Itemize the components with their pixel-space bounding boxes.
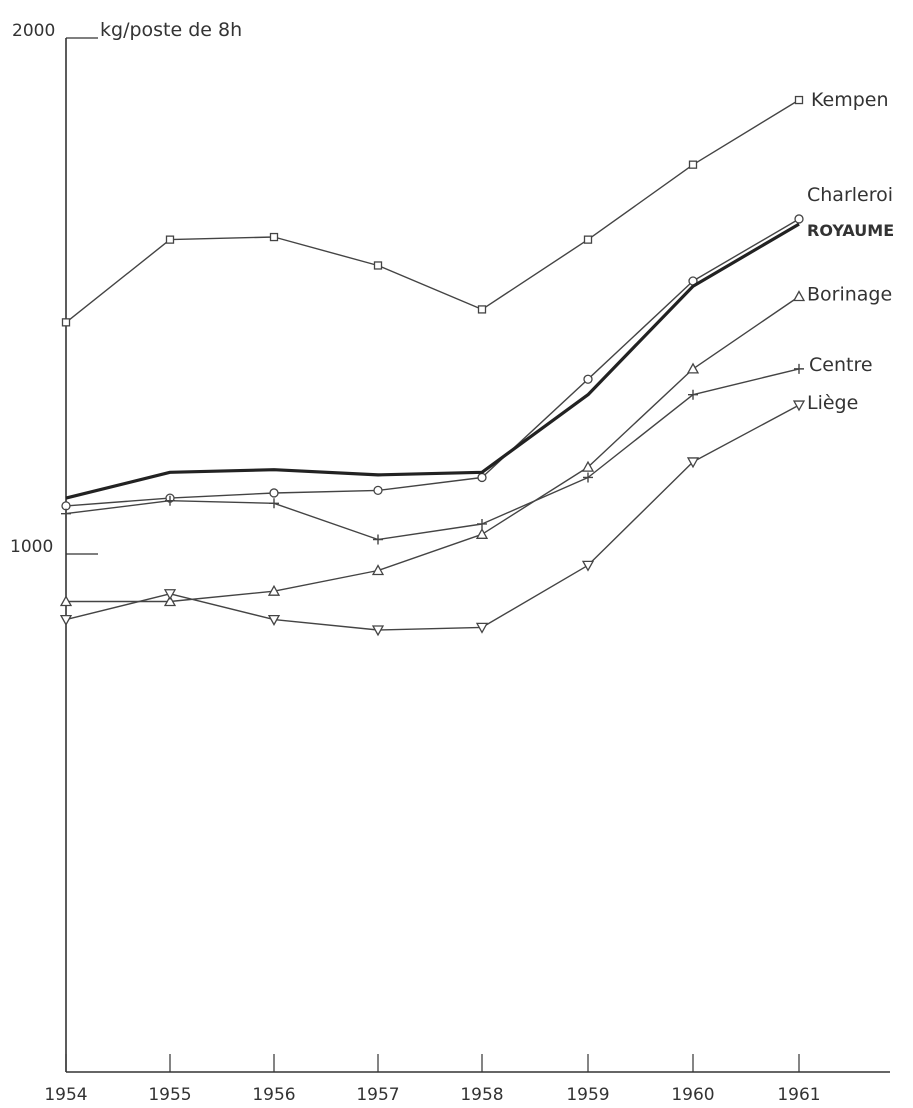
x-tick-label: 1957 — [356, 1085, 399, 1105]
series-label-liege: Liège — [807, 392, 858, 414]
y-tick-label-1000: 1000 — [10, 537, 53, 557]
series-centre-marker — [165, 495, 175, 506]
series-kempen-marker — [688, 160, 698, 169]
series-liege-line — [65, 404, 800, 631]
x-tick-label: 1956 — [252, 1085, 295, 1105]
y-tick-label-2000: 2000 — [12, 21, 55, 41]
series-liege-marker — [163, 589, 177, 601]
series-centre-marker — [269, 498, 279, 509]
series-charleroi-marker — [373, 485, 383, 496]
plot-area — [59, 95, 806, 637]
series-centre — [61, 363, 804, 545]
x-tick-label: 1960 — [671, 1085, 714, 1105]
series-borinage-marker — [267, 584, 281, 596]
series-borinage-marker — [686, 362, 700, 374]
series-liege-marker — [267, 614, 281, 626]
series-borinage-line — [66, 295, 800, 603]
series-centre-marker — [794, 363, 804, 374]
series-label-kempen: Kempen — [811, 89, 889, 111]
series-borinage — [59, 290, 806, 607]
series-liege-marker — [792, 400, 806, 412]
series-borinage-marker — [59, 595, 73, 607]
series-kempen-marker — [373, 261, 383, 270]
series-charleroi — [61, 214, 804, 511]
series-liege-marker — [475, 622, 489, 634]
y-unit-label: kg/poste de 8h — [100, 19, 242, 41]
series-borinage-marker — [371, 564, 385, 576]
series-charleroi-marker — [583, 374, 593, 384]
series-borinage-marker — [163, 595, 177, 607]
series-centre-line — [65, 368, 800, 541]
series-charleroi-marker — [477, 472, 487, 483]
series-liege-marker — [686, 457, 700, 469]
series-label-borinage: Borinage — [807, 284, 892, 306]
series-label-charleroi: Charleroi — [807, 184, 893, 206]
series-label-centre: Centre — [809, 354, 873, 376]
series-centre-marker — [61, 508, 71, 519]
series-kempen-marker — [477, 305, 487, 314]
series-charleroi-marker — [269, 488, 279, 498]
series-kempen-line — [65, 99, 800, 323]
series-charleroi-marker — [794, 214, 804, 224]
series-kempen-marker — [269, 232, 279, 242]
series-centre-marker — [583, 472, 593, 483]
x-tick-label: 1961 — [777, 1085, 820, 1105]
series-kempen-marker — [61, 318, 71, 327]
x-axis: 1954 1955 1956 1957 1958 1959 1960 1961 — [44, 1054, 890, 1105]
series-labels: Kempen Charleroi ROYAUME Borinage Centre Lièg… — [807, 89, 894, 414]
series-borinage-marker — [792, 290, 806, 302]
series-kempen-marker — [165, 235, 175, 244]
series-liege-marker — [581, 560, 595, 572]
series-kempen-marker — [583, 235, 593, 244]
series-kempen-marker — [794, 95, 804, 105]
series-liege — [59, 400, 806, 637]
series-label-royaume: ROYAUME — [807, 221, 894, 240]
y-axis: 2000 1000 kg/poste de 8h — [10, 19, 242, 1072]
series-liege-marker — [59, 614, 73, 626]
series-borinage-marker — [581, 460, 595, 472]
x-tick-label: 1955 — [148, 1085, 191, 1105]
series-borinage-marker — [475, 527, 489, 539]
series-charleroi-line — [65, 218, 800, 507]
x-ticks: 1954 1955 1956 1957 1958 1959 1960 1961 — [44, 1054, 821, 1105]
x-tick-label: 1954 — [44, 1085, 87, 1105]
series-royaume-line — [65, 222, 800, 500]
series-liege-marker — [371, 625, 385, 637]
series-kempen — [61, 95, 804, 327]
series-centre-marker — [477, 518, 487, 529]
series-centre-marker — [688, 389, 698, 400]
series-centre-marker — [373, 534, 383, 545]
x-tick-label: 1959 — [566, 1085, 609, 1105]
x-tick-label: 1958 — [460, 1085, 503, 1105]
series-royaume — [65, 222, 800, 500]
